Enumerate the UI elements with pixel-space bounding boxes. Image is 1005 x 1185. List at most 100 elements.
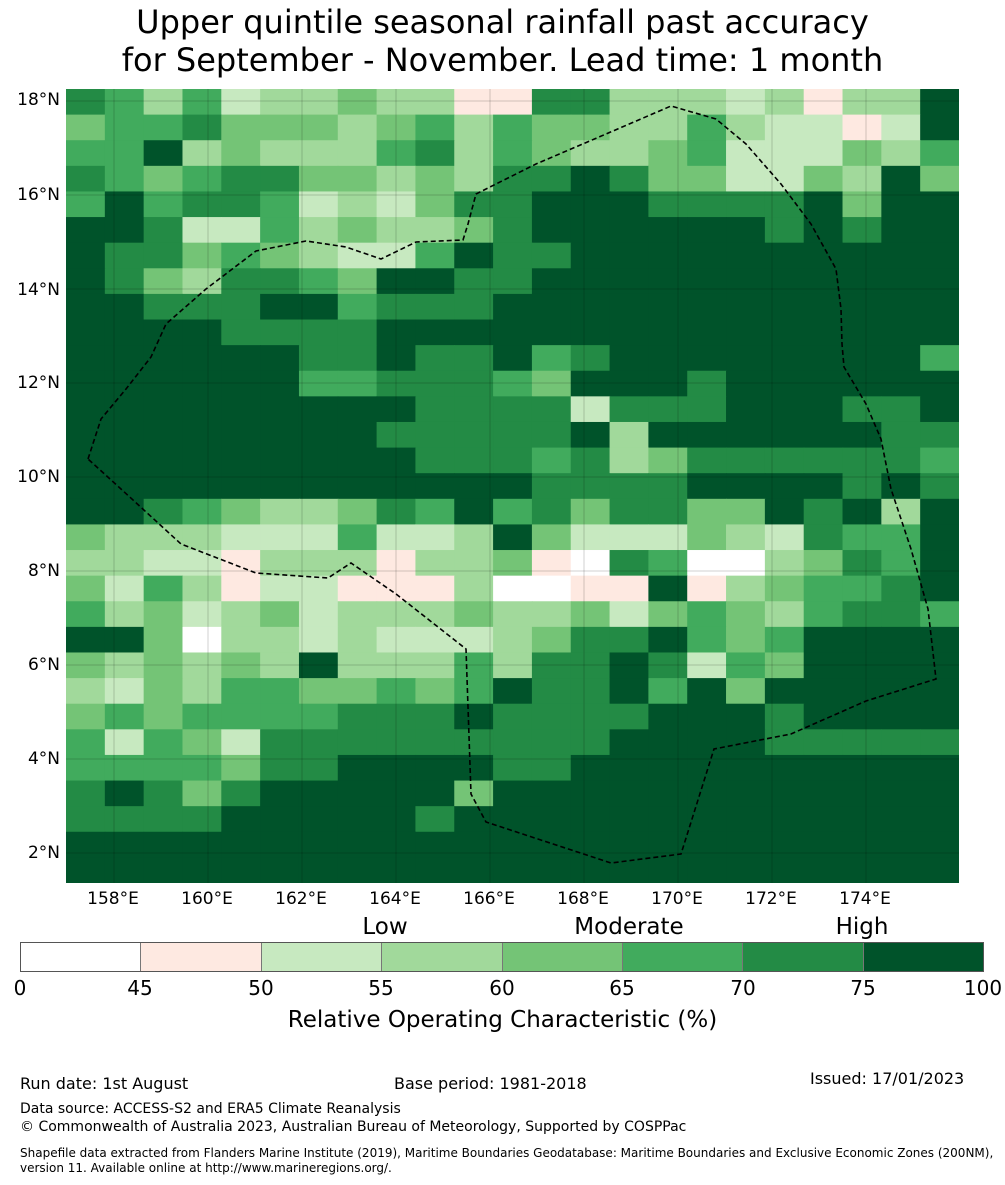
map-grid-cell xyxy=(881,421,921,449)
map-grid-cell xyxy=(726,575,766,602)
map-grid-cell xyxy=(66,165,106,193)
map-grid-cell xyxy=(337,729,378,756)
map-grid-cell xyxy=(376,754,417,782)
map-grid-cell xyxy=(66,601,106,628)
map-grid-cell xyxy=(66,319,106,346)
map-grid-cell xyxy=(570,191,611,218)
map-grid-cell xyxy=(143,242,184,269)
map-grid-cell xyxy=(570,729,611,756)
map-canvas xyxy=(66,89,959,883)
map-grid-cell xyxy=(182,703,222,730)
lat-label-18n: 18°N xyxy=(17,90,60,110)
map-grid-cell xyxy=(531,780,572,807)
map-grid-cell xyxy=(687,626,727,654)
map-grid-cell xyxy=(570,242,611,269)
map-grid-cell xyxy=(764,703,805,730)
map-grid-cell xyxy=(143,754,184,782)
map-grid-cell xyxy=(298,293,339,321)
map-grid-cell xyxy=(531,114,572,141)
map-grid-cell xyxy=(298,165,339,193)
map-grid-cell xyxy=(764,268,805,295)
map-grid-cell xyxy=(920,421,959,449)
map-grid-cell xyxy=(260,217,300,244)
map-grid-cell xyxy=(803,601,844,628)
map-grid-cell xyxy=(182,678,222,705)
map-grid-cell xyxy=(881,729,921,756)
map-grid-cell xyxy=(143,319,184,346)
map-grid-cell xyxy=(337,89,378,116)
map-grid-cell xyxy=(920,293,959,321)
lon-label-172e: 172°E xyxy=(745,889,797,909)
map-grid-cell xyxy=(881,370,921,397)
colorbar xyxy=(20,942,984,972)
map-grid-cell xyxy=(493,191,533,218)
map-grid-cell xyxy=(726,498,766,526)
map-grid-cell xyxy=(298,473,339,500)
map-grid-cell xyxy=(182,319,222,346)
map-grid-cell xyxy=(531,524,572,551)
map-grid-cell xyxy=(687,293,727,321)
map-grid-cell xyxy=(415,575,455,602)
map-grid-cell xyxy=(221,498,261,526)
map-grid-cell xyxy=(687,473,727,500)
map-grid-cell xyxy=(881,242,921,269)
map-grid-cell xyxy=(143,498,184,526)
map-grid-cell xyxy=(337,626,378,654)
lat-label-10n: 10°N xyxy=(17,467,60,487)
map-grid-cell xyxy=(764,754,805,782)
map-grid-cell xyxy=(298,89,339,116)
map-grid-cell xyxy=(66,89,106,116)
map-grid-cell xyxy=(454,780,494,807)
map-grid-cell xyxy=(842,293,882,321)
map-grid-cell xyxy=(66,191,106,218)
map-grid-cell xyxy=(609,114,649,141)
map-grid-cell xyxy=(376,831,417,858)
map-grid-cell xyxy=(182,754,222,782)
map-grid-cell xyxy=(260,703,300,730)
map-grid-cell xyxy=(454,498,494,526)
map-grid-cell xyxy=(337,550,378,577)
map-grid-cell xyxy=(104,678,145,705)
map-grid-cell xyxy=(570,857,611,883)
map-grid-cell xyxy=(764,370,805,397)
map-grid-cell xyxy=(415,293,455,321)
map-grid-cell xyxy=(454,550,494,577)
map-grid-cell xyxy=(648,140,688,167)
map-grid-cell xyxy=(221,319,261,346)
map-grid-cell xyxy=(415,447,455,474)
map-grid-cell xyxy=(182,498,222,526)
map-grid-cell xyxy=(920,473,959,500)
map-grid-cell xyxy=(376,524,417,551)
map-grid-cell xyxy=(531,319,572,346)
map-grid-cell xyxy=(609,396,649,423)
map-grid-cell xyxy=(920,191,959,218)
map-grid-cell xyxy=(337,601,378,628)
map-grid-cell xyxy=(260,652,300,679)
map-grid-cell xyxy=(764,140,805,167)
map-grid-cell xyxy=(454,729,494,756)
map-grid-cell xyxy=(609,831,649,858)
map-grid-cell xyxy=(337,396,378,423)
map-grid-cell xyxy=(221,140,261,167)
map-grid-cell xyxy=(66,857,106,883)
map-grid-cell xyxy=(531,191,572,218)
map-grid-cell xyxy=(337,473,378,500)
map-grid-cell xyxy=(726,217,766,244)
map-grid-cell xyxy=(609,626,649,654)
map-grid-cell xyxy=(687,652,727,679)
map-grid-cell xyxy=(648,447,688,474)
map-grid-cell xyxy=(143,447,184,474)
map-grid-cell xyxy=(648,498,688,526)
map-grid-cell xyxy=(66,652,106,679)
map-grid-cell xyxy=(415,729,455,756)
map-grid-cell xyxy=(260,114,300,141)
map-grid-cell xyxy=(764,678,805,705)
map-grid-cell xyxy=(648,626,688,654)
colorbar-tick-60: 60 xyxy=(489,976,515,1000)
map-grid-cell xyxy=(803,831,844,858)
map-grid-cell xyxy=(376,293,417,321)
map-grid-cell xyxy=(687,831,727,858)
map-grid-cell xyxy=(221,191,261,218)
map-grid-cell xyxy=(298,806,339,833)
map-grid-cell xyxy=(454,421,494,449)
